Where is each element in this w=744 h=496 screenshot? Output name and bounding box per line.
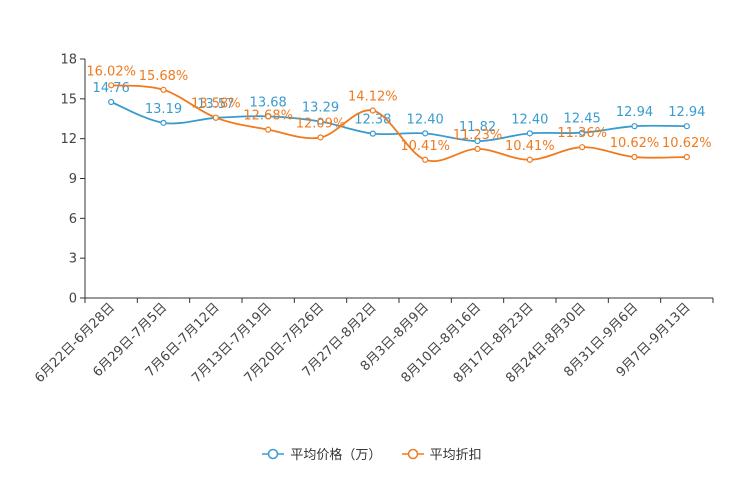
data-point [683,123,690,130]
data-point [265,126,272,133]
data-point [579,144,586,151]
chart-canvas: 03691215186月22日-6月28日6月29日-7月5日7月6日-7月12… [32,53,714,386]
data-label: 13.19 [145,102,182,117]
data-label: 13.58% [191,97,241,112]
y-tick-label: 12 [60,132,77,147]
data-label: 12.68% [243,109,293,124]
data-point [474,145,481,152]
data-label: 14.12% [348,90,398,105]
data-point [265,113,272,120]
y-tick-label: 3 [69,252,77,267]
y-tick-label: 6 [69,212,77,227]
data-label: 16.02% [86,64,136,79]
legend-discount-label: 平均折扣 [429,448,482,463]
data-point [579,129,586,136]
data-point [526,130,533,137]
data-point [317,134,324,141]
data-label: 11.82 [459,120,496,135]
data-point [422,156,429,163]
data-label: 13.68 [250,95,287,110]
data-label: 11.23% [453,128,503,143]
legend-item-discount[interactable]: 平均折扣 [401,444,482,463]
legend-item-price[interactable]: 平均价格（万） [262,444,381,463]
data-point [108,82,115,89]
data-label: 12.40 [511,112,548,127]
data-point [369,130,376,137]
y-tick-label: 15 [60,92,77,107]
data-label: 15.68% [139,69,189,84]
data-label: 12.38 [354,113,391,128]
data-label: 10.62% [610,136,660,151]
data-point [474,137,481,145]
legend-price-label: 平均价格（万） [290,448,382,463]
data-point [631,153,638,161]
data-label: 12.09% [296,116,346,131]
data-point [422,130,429,137]
data-point [160,119,167,126]
legend: 平均价格（万） 平均折扣 [0,444,744,464]
y-tick-label: 0 [69,292,77,307]
legend-discount-marker [401,448,424,459]
data-point [526,156,533,163]
legend-price-marker [262,448,285,459]
data-label: 12.94 [668,105,705,120]
data-point [108,98,115,106]
data-point [683,153,690,161]
data-point [317,118,324,125]
data-label: 13.29 [302,101,339,116]
data-label: 11.36% [557,126,607,141]
data-label: 13.57 [197,97,234,112]
data-point [212,114,219,121]
data-label: 10.41% [505,139,555,154]
y-tick-label: 18 [60,53,77,68]
data-label: 12.45 [564,112,601,127]
data-point [631,123,638,130]
data-label: 12.40 [407,112,444,127]
data-point [369,107,376,114]
data-label: 10.41% [400,139,450,154]
y-tick-label: 9 [69,172,77,187]
data-label: 12.94 [616,105,653,120]
data-point [160,86,167,93]
data-label: 10.62% [662,136,712,151]
